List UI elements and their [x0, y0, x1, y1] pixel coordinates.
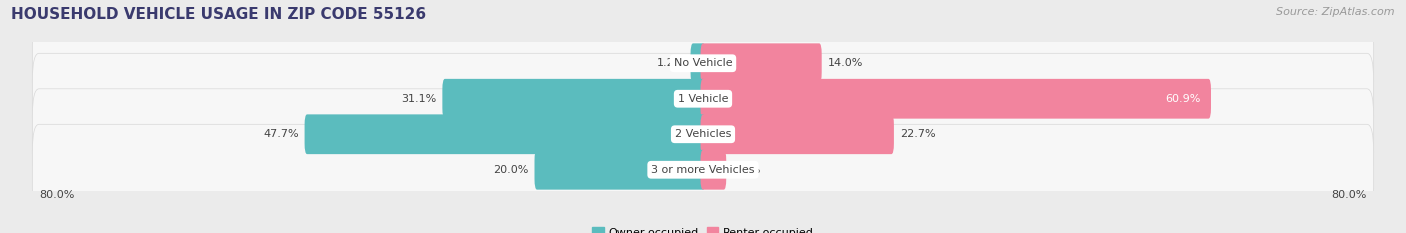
Text: 2.5%: 2.5%	[733, 165, 761, 175]
FancyBboxPatch shape	[32, 18, 1374, 109]
FancyBboxPatch shape	[32, 124, 1374, 215]
FancyBboxPatch shape	[700, 114, 894, 154]
Text: 1 Vehicle: 1 Vehicle	[678, 94, 728, 104]
Text: 31.1%: 31.1%	[401, 94, 436, 104]
FancyBboxPatch shape	[700, 43, 821, 83]
Text: 47.7%: 47.7%	[263, 129, 298, 139]
Text: 3 or more Vehicles: 3 or more Vehicles	[651, 165, 755, 175]
FancyBboxPatch shape	[32, 53, 1374, 144]
FancyBboxPatch shape	[305, 114, 706, 154]
Text: HOUSEHOLD VEHICLE USAGE IN ZIP CODE 55126: HOUSEHOLD VEHICLE USAGE IN ZIP CODE 5512…	[11, 7, 426, 22]
FancyBboxPatch shape	[32, 89, 1374, 180]
Text: 20.0%: 20.0%	[494, 165, 529, 175]
Text: 14.0%: 14.0%	[828, 58, 863, 68]
Text: 22.7%: 22.7%	[900, 129, 935, 139]
FancyBboxPatch shape	[700, 79, 1211, 119]
Text: 80.0%: 80.0%	[39, 190, 75, 200]
FancyBboxPatch shape	[690, 43, 706, 83]
FancyBboxPatch shape	[534, 150, 706, 190]
Text: 1.2%: 1.2%	[657, 58, 685, 68]
Legend: Owner-occupied, Renter-occupied: Owner-occupied, Renter-occupied	[588, 223, 818, 233]
Text: Source: ZipAtlas.com: Source: ZipAtlas.com	[1277, 7, 1395, 17]
Text: 60.9%: 60.9%	[1164, 94, 1201, 104]
FancyBboxPatch shape	[443, 79, 706, 119]
FancyBboxPatch shape	[700, 150, 727, 190]
Text: 80.0%: 80.0%	[1331, 190, 1367, 200]
Text: No Vehicle: No Vehicle	[673, 58, 733, 68]
Text: 2 Vehicles: 2 Vehicles	[675, 129, 731, 139]
